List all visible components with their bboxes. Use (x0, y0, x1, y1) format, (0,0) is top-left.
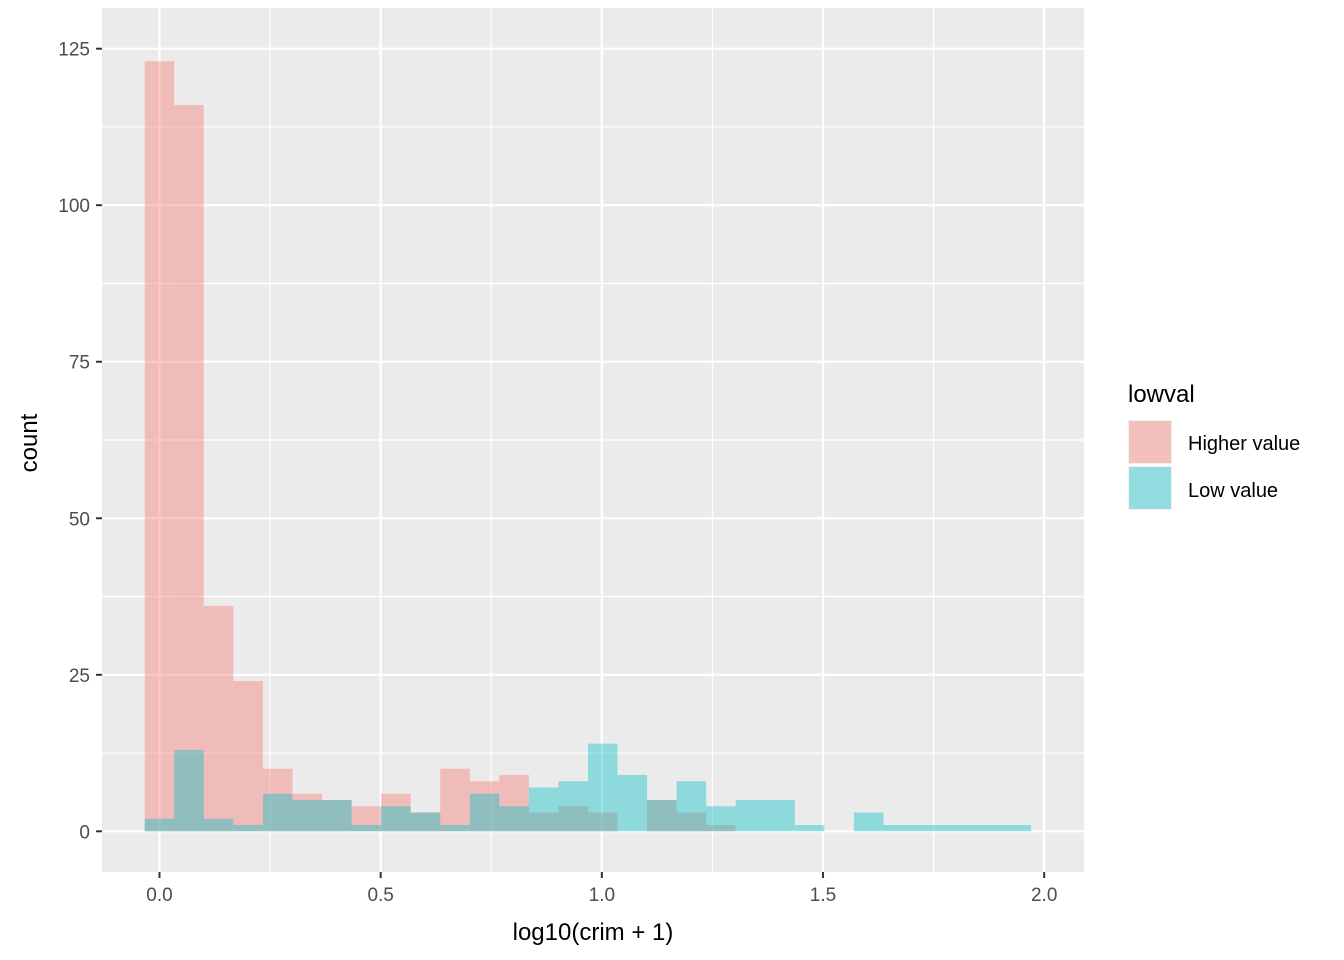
y-tick-label: 125 (58, 40, 90, 61)
bar-higher-value (410, 812, 441, 832)
bar-low-value (144, 818, 175, 832)
bar-low-value (203, 818, 234, 832)
y-tick-label: 100 (58, 196, 90, 217)
bar-low-value (912, 825, 943, 832)
y-tick-label: 75 (69, 353, 90, 374)
bar-higher-value (144, 61, 175, 832)
bar-low-value (351, 825, 382, 832)
bar-higher-value (528, 812, 559, 832)
bar-higher-value (381, 793, 411, 832)
legend-key-low-value (1128, 466, 1172, 510)
bar-higher-value (587, 812, 618, 832)
x-tick-label: 0.5 (367, 885, 393, 906)
x-tick-label: 2.0 (1031, 885, 1057, 906)
bar-low-value (765, 800, 795, 832)
bar-low-value (233, 825, 263, 832)
bar-low-value (647, 800, 677, 832)
bar-low-value (381, 806, 411, 832)
legend-swatch-higher-value (1129, 421, 1171, 463)
bar-higher-value (558, 806, 588, 832)
bar-low-value (617, 774, 648, 832)
legend-label-higher-value: Higher value (1188, 433, 1300, 455)
bar-higher-value (322, 800, 352, 832)
legend-key-higher-value (1128, 420, 1172, 464)
bar-higher-value (233, 681, 263, 832)
series-low-value (144, 743, 1032, 832)
bar-higher-value (469, 781, 500, 832)
legend-swatch-low-value (1129, 467, 1171, 509)
bar-low-value (322, 800, 352, 832)
x-tick-label: 0.0 (146, 885, 172, 906)
y-axis-title: count (16, 413, 43, 472)
bar-low-value (528, 787, 559, 832)
y-tick-label: 25 (69, 666, 90, 687)
legend-title: lowval (1128, 381, 1195, 408)
y-tick-label: 50 (69, 509, 90, 530)
bar-higher-value (440, 768, 470, 832)
bar-low-value (262, 793, 293, 832)
bar-low-value (676, 781, 707, 832)
bar-higher-value (647, 800, 677, 832)
bar-low-value (853, 812, 884, 832)
bar-low-value (292, 800, 323, 832)
x-axis-title: log10(crim + 1) (513, 919, 674, 946)
bar-low-value (706, 806, 736, 832)
bar-low-value (587, 743, 618, 832)
y-tick-label: 0 (79, 822, 90, 843)
bar-low-value (410, 812, 441, 832)
bar-higher-value (351, 806, 382, 832)
axes: 0.0 0.5 1.0 1.5 2.0 0 25 50 75 100 125 (58, 40, 1057, 906)
bar-low-value (942, 825, 973, 832)
bar-higher-value (292, 793, 323, 832)
series-higher-value (144, 61, 736, 832)
bar-low-value (794, 825, 825, 832)
bar-low-value (972, 825, 1002, 832)
legend-label-low-value: Low value (1188, 480, 1278, 502)
bar-low-value (735, 800, 766, 832)
bar-low-value (883, 825, 913, 832)
bar-low-value (1001, 825, 1032, 832)
bar-low-value (499, 806, 529, 832)
minor-gridlines (102, 8, 1084, 872)
bar-higher-value (676, 812, 707, 832)
bar-low-value (440, 825, 470, 832)
bar-higher-value (706, 825, 736, 832)
x-tick-label: 1.0 (589, 885, 615, 906)
bar-low-value (469, 793, 500, 832)
bar-higher-value (499, 774, 529, 832)
bar-higher-value (174, 105, 204, 832)
bar-higher-value (203, 605, 234, 832)
bar-low-value (174, 749, 204, 832)
major-gridlines (102, 8, 1084, 872)
bar-low-value (558, 781, 588, 832)
legend: lowval Higher value Low value (1128, 381, 1300, 510)
bar-higher-value (262, 768, 293, 832)
x-tick-label: 1.5 (810, 885, 836, 906)
